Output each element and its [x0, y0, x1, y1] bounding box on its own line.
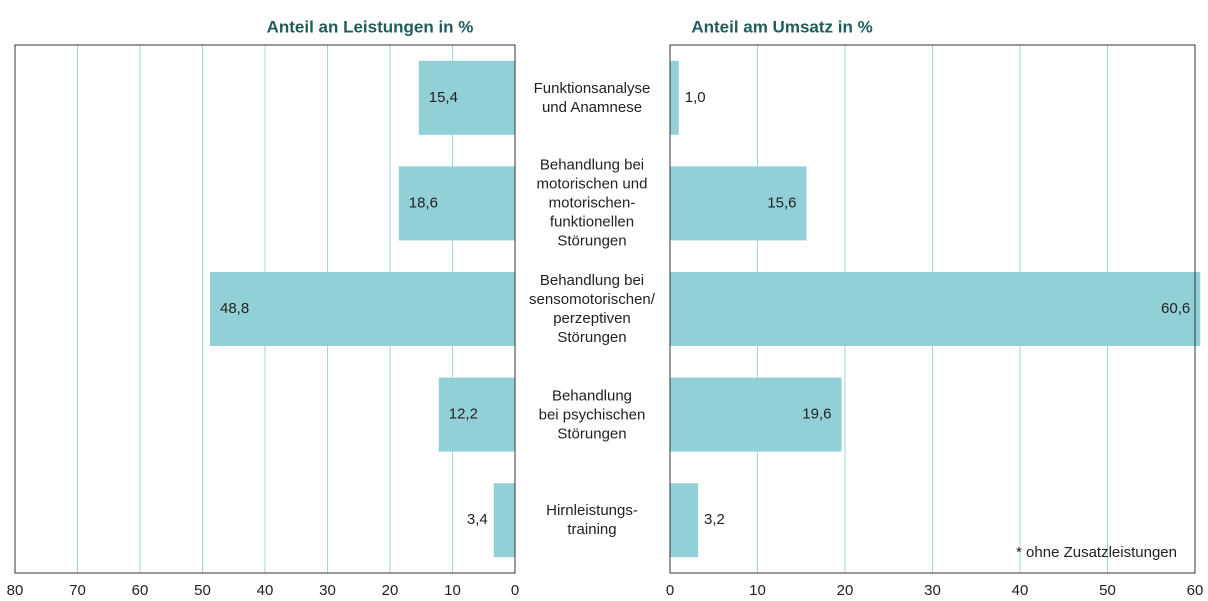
- bar: [670, 377, 842, 452]
- x-tick-label: 10: [444, 582, 461, 599]
- category-label: Funktionsanalyse und Anamnese: [533, 79, 651, 116]
- bar: [438, 377, 515, 452]
- x-tick-label: 50: [1099, 582, 1116, 599]
- x-tick-label: 10: [749, 582, 766, 599]
- chart-title: Anteil an Leistungen in %: [267, 17, 474, 36]
- value-label: 1,0: [685, 89, 706, 106]
- value-label: 12,2: [449, 406, 478, 423]
- x-tick-label: 70: [69, 582, 86, 599]
- value-label: 60,6: [1161, 300, 1190, 317]
- bar: [670, 166, 807, 241]
- bar: [210, 272, 515, 346]
- bar: [670, 60, 679, 135]
- plot-frame: [14, 44, 516, 574]
- x-tick-label: 80: [7, 582, 24, 599]
- x-tick-label: 60: [1187, 582, 1204, 599]
- x-tick-label: 60: [132, 582, 149, 599]
- chart-title: Anteil am Umsatz in %: [691, 17, 872, 36]
- x-tick-label: 50: [194, 582, 211, 599]
- value-label: 15,4: [429, 89, 458, 106]
- x-tick-label: 30: [924, 582, 941, 599]
- bar: [670, 483, 698, 558]
- category-label: Behandlung bei motorischen und motorisch…: [536, 156, 648, 250]
- category-label: Behandlung bei psychischen Störungen: [538, 387, 646, 443]
- value-label: 15,6: [767, 194, 796, 211]
- x-tick-label: 0: [511, 582, 519, 599]
- category-label: Hirnleistungs- training: [546, 502, 638, 539]
- x-tick-label: 30: [319, 582, 336, 599]
- value-label: 19,6: [802, 406, 831, 423]
- bar: [398, 166, 515, 241]
- value-label: 18,6: [409, 194, 438, 211]
- x-tick-label: 40: [257, 582, 274, 599]
- bar: [670, 272, 1201, 346]
- x-tick-label: 20: [382, 582, 399, 599]
- bar: [418, 60, 515, 135]
- value-label: 3,2: [704, 511, 725, 528]
- x-tick-label: 20: [837, 582, 854, 599]
- category-label: Behandlung bei sensomotorischen/ perzept…: [529, 272, 655, 346]
- x-tick-label: 0: [666, 582, 674, 599]
- bar: [493, 483, 515, 558]
- annotation: * ohne Zusatzleistungen: [1016, 544, 1177, 561]
- value-label: 3,4: [467, 511, 488, 528]
- value-label: 48,8: [220, 300, 249, 317]
- plot-frame: [669, 44, 1196, 574]
- x-tick-label: 40: [1012, 582, 1029, 599]
